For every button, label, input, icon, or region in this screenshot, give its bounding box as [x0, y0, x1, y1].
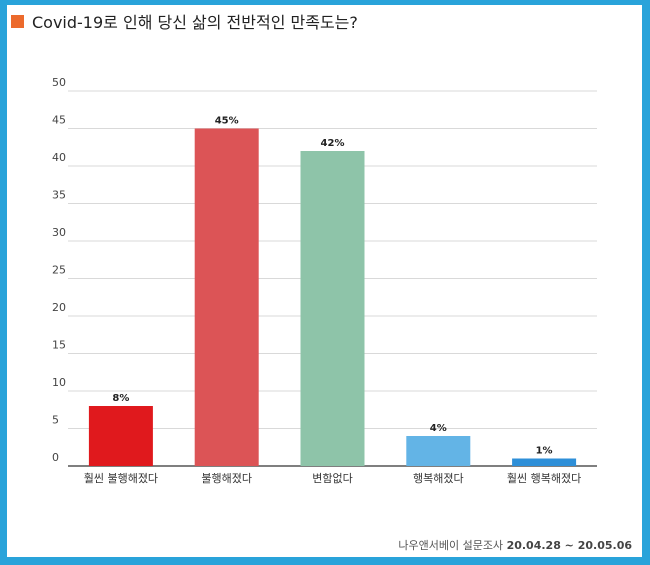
title-square-icon [11, 14, 24, 28]
y-tick-label: 30 [52, 226, 66, 239]
source-org: 나우앤서베이 설문조사 [398, 539, 504, 552]
y-tick-label: 25 [52, 264, 66, 277]
title-row: Covid-19로 인해 당신 삶의 전반적인 만족도는? [11, 9, 358, 33]
y-tick-label: 35 [52, 189, 66, 202]
x-tick-label: 변함없다 [312, 472, 352, 485]
x-tick-label: 훨씬 불행해졌다 [84, 471, 158, 485]
data-label: 8% [112, 393, 129, 404]
x-tick-label: 훨씬 행복해졌다 [507, 471, 581, 485]
y-tick-label: 0 [52, 451, 59, 464]
data-label: 1% [536, 446, 553, 457]
bar [300, 151, 365, 466]
y-tick-label: 20 [52, 301, 66, 314]
y-tick-label: 50 [52, 76, 66, 89]
data-label: 45% [215, 116, 239, 127]
y-tick-label: 10 [52, 376, 66, 389]
y-tick-label: 5 [52, 414, 59, 427]
x-tick-label: 불행해졌다 [201, 471, 252, 485]
bar [406, 436, 471, 466]
bar [88, 406, 153, 466]
y-tick-label: 15 [52, 339, 66, 352]
source-note: 나우앤서베이 설문조사 20.04.28 ~ 20.05.06 [398, 537, 632, 553]
bar [194, 128, 259, 466]
bar [512, 458, 577, 466]
data-label: 4% [430, 423, 447, 434]
y-tick-label: 45 [52, 114, 66, 127]
chart-title: Covid-19로 인해 당신 삶의 전반적인 만족도는? [32, 13, 358, 32]
y-tick-label: 40 [52, 151, 66, 164]
source-period: 20.04.28 ~ 20.05.06 [506, 539, 632, 552]
data-label: 42% [321, 138, 345, 149]
x-tick-label: 행복해졌다 [413, 471, 464, 485]
